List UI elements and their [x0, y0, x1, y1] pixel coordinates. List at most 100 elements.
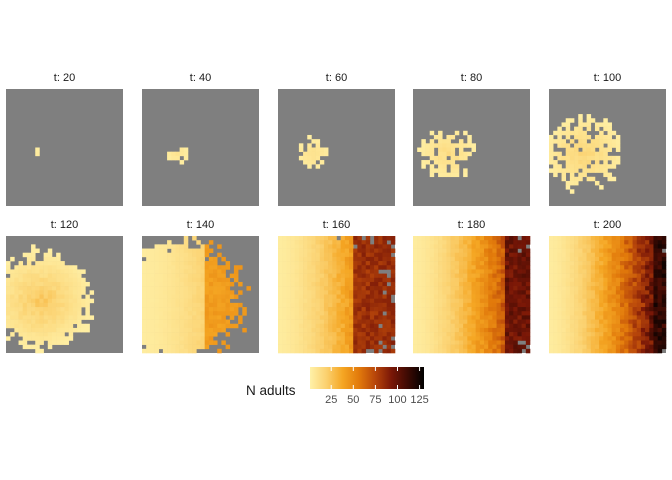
heatmap-cell: [158, 294, 164, 299]
heatmap-cell: [315, 286, 321, 291]
heatmap-cell: [446, 172, 451, 178]
heatmap-cell: [517, 273, 522, 279]
heatmap-cell: [192, 344, 197, 350]
heatmap-cell: [349, 294, 354, 299]
heatmap-cell: [162, 261, 168, 266]
heatmap-cell: [307, 290, 312, 295]
heatmap-cell: [294, 344, 300, 350]
heatmap-cell: [200, 265, 205, 270]
heatmap-cell: [278, 319, 283, 325]
heatmap-cell: [142, 319, 147, 325]
heatmap-cell: [217, 265, 222, 270]
heatmap-cell: [213, 307, 218, 312]
heatmap-cell: [467, 277, 472, 283]
heatmap-cell: [442, 147, 447, 152]
heatmap-cell: [574, 176, 579, 182]
heatmap-cell: [657, 340, 663, 345]
facet-title: t: 100: [594, 72, 622, 84]
heatmap-cell: [68, 311, 74, 316]
heatmap-cell: [607, 269, 612, 274]
heatmap-cell: [438, 172, 443, 178]
heatmap-cell: [471, 143, 476, 148]
heatmap-cell: [382, 256, 387, 262]
heatmap-cell: [471, 286, 476, 291]
heatmap-cell: [171, 290, 176, 295]
heatmap-cell: [6, 336, 11, 341]
heatmap-cell: [450, 290, 456, 295]
heatmap-cell: [521, 256, 527, 262]
heatmap-cell: [582, 294, 587, 299]
heatmap-cell: [290, 298, 296, 304]
heatmap-cell: [278, 340, 283, 345]
heatmap-cell: [446, 261, 451, 266]
heatmap-cell: [390, 340, 396, 345]
heatmap-cell: [582, 311, 587, 316]
heatmap-cell: [620, 256, 625, 262]
heatmap-cell: [615, 265, 621, 270]
heatmap-cell: [458, 336, 464, 341]
heatmap-cell: [196, 327, 201, 333]
heatmap-cell: [549, 155, 554, 161]
heatmap-cell: [578, 114, 583, 119]
heatmap-cell: [496, 336, 502, 341]
heatmap-cell: [611, 327, 617, 333]
heatmap-cell: [574, 265, 579, 270]
heatmap-cell: [429, 294, 435, 299]
heatmap-cell: [298, 252, 304, 258]
heatmap-cell: [51, 319, 57, 325]
heatmap-cell: [336, 327, 341, 333]
heatmap-cell: [615, 340, 621, 345]
heatmap-cell: [43, 336, 49, 341]
heatmap-cell: [438, 327, 443, 333]
heatmap-cell: [594, 248, 600, 254]
heatmap-cell: [307, 261, 312, 266]
heatmap-cell: [60, 332, 65, 337]
heatmap-cell: [429, 298, 435, 304]
heatmap-cell: [64, 277, 69, 283]
heatmap-cell: [72, 269, 78, 274]
heatmap-cell: [323, 290, 329, 295]
heatmap-cell: [578, 261, 583, 266]
heatmap-cell: [179, 298, 185, 304]
heatmap-cell: [429, 332, 435, 337]
heatmap-cell: [513, 344, 518, 350]
heatmap-cell: [390, 290, 396, 295]
heatmap-cell: [154, 307, 160, 312]
heatmap-cell: [162, 277, 168, 283]
heatmap-cell: [517, 311, 522, 316]
heatmap-cell: [413, 252, 418, 258]
heatmap-cell: [171, 265, 176, 270]
heatmap-cell: [471, 240, 476, 245]
heatmap-cell: [340, 315, 346, 320]
heatmap-cell: [594, 269, 600, 274]
heatmap-cell: [18, 281, 24, 287]
heatmap-cell: [553, 315, 558, 320]
heatmap-cell: [615, 134, 621, 140]
heatmap-cell: [611, 315, 617, 320]
heatmap-cell: [425, 160, 431, 165]
heatmap-cell: [565, 168, 571, 173]
heatmap-cell: [208, 273, 214, 279]
heatmap-cell: [332, 269, 337, 274]
heatmap-cell: [344, 265, 350, 270]
heatmap-cell: [200, 311, 205, 316]
heatmap-cell: [365, 315, 371, 320]
heatmap-cell: [496, 269, 502, 274]
heatmap-cell: [22, 327, 28, 333]
heatmap-cell: [438, 290, 443, 295]
heatmap-cell: [200, 298, 205, 304]
heatmap-cell: [561, 240, 567, 245]
heatmap-cell: [378, 281, 383, 287]
heatmap-cell: [578, 164, 583, 169]
heatmap-cell: [513, 273, 518, 279]
heatmap-cell: [369, 340, 375, 345]
heatmap-cell: [282, 261, 287, 266]
heatmap-cell: [653, 236, 658, 241]
heatmap-cell: [603, 302, 608, 308]
heatmap-cell: [442, 172, 447, 178]
heatmap-cell: [35, 319, 40, 325]
heatmap-cell: [315, 151, 321, 157]
heatmap-cell: [590, 286, 596, 291]
heatmap-cell: [349, 307, 354, 312]
heatmap-cell: [433, 327, 439, 333]
